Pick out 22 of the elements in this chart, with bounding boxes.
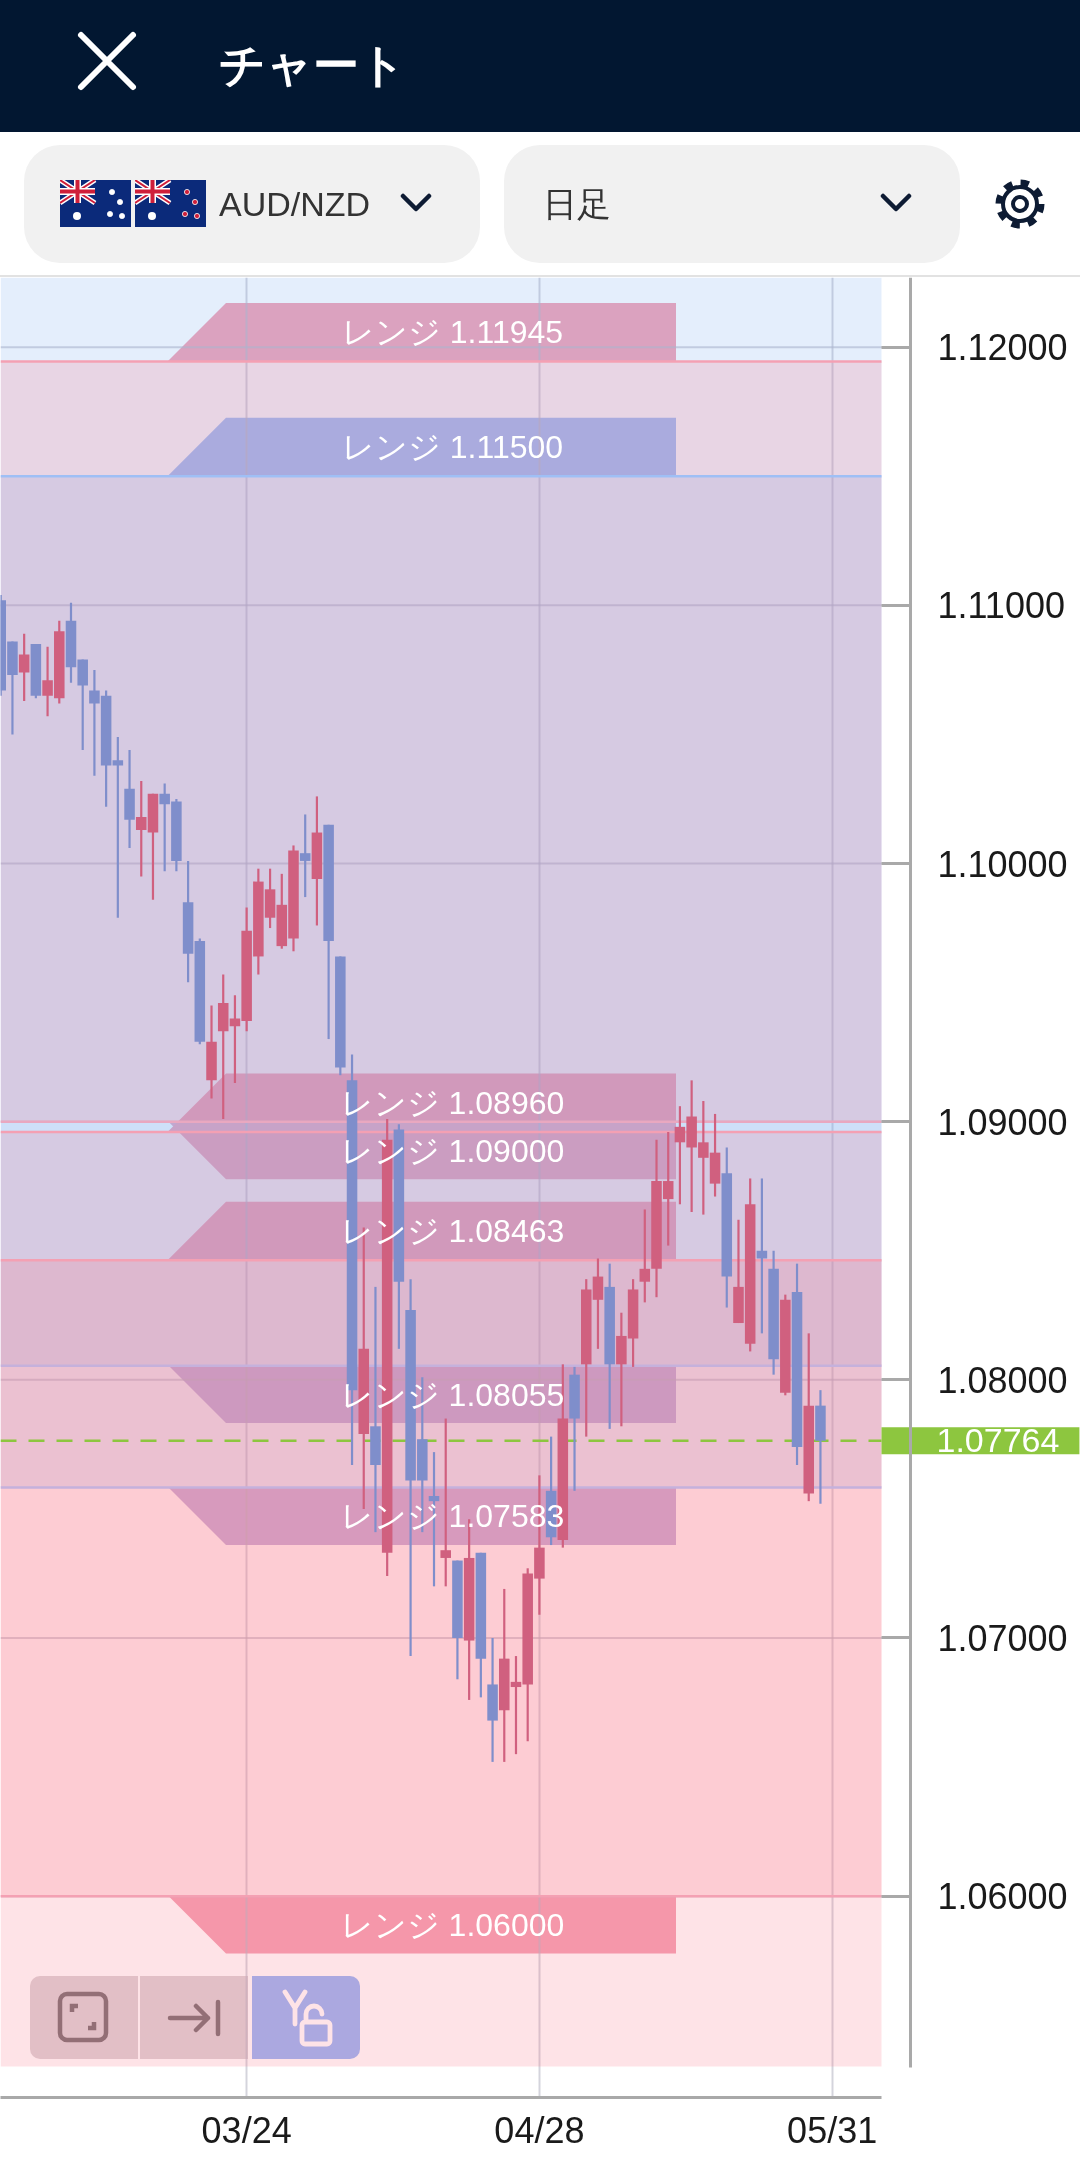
text: AUD/NZD bbox=[219, 184, 371, 225]
ref-line-label: レンジ 1.06000 bbox=[340, 1907, 565, 1944]
candlestick bbox=[639, 1208, 651, 1304]
x-tick-label: 04/28 bbox=[494, 2109, 585, 2151]
y-tick-label: 1.06000 bbox=[937, 1876, 1068, 1918]
y-tick-label: 1.09000 bbox=[937, 1101, 1068, 1143]
chart-title: チャート bbox=[219, 38, 406, 93]
ref-line-label: レンジ 1.11500 bbox=[341, 429, 564, 466]
ref-line-label: 1.07764 bbox=[936, 1421, 1060, 1460]
y-tick-label: 1.12000 bbox=[937, 327, 1068, 369]
candlestick bbox=[440, 1417, 451, 1588]
text: 日足 bbox=[543, 184, 611, 225]
x-tick-label: 05/31 bbox=[787, 2109, 878, 2151]
y-tick-label: 1.10000 bbox=[937, 843, 1068, 885]
y-tick-label: 1.07000 bbox=[937, 1617, 1068, 1659]
ref-line-label: レンジ 1.11945 bbox=[341, 314, 564, 351]
y-tick-label: 1.11000 bbox=[937, 585, 1065, 627]
y-tick-label: 1.08000 bbox=[937, 1359, 1068, 1401]
candlestick bbox=[299, 813, 311, 899]
candlestick bbox=[112, 735, 124, 919]
candlestick bbox=[18, 632, 30, 702]
x-tick-label: 03/24 bbox=[201, 2109, 292, 2151]
